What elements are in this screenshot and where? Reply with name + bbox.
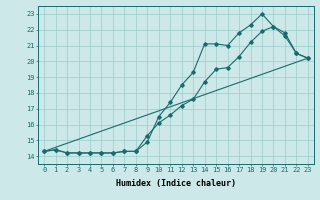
X-axis label: Humidex (Indice chaleur): Humidex (Indice chaleur) [116,179,236,188]
